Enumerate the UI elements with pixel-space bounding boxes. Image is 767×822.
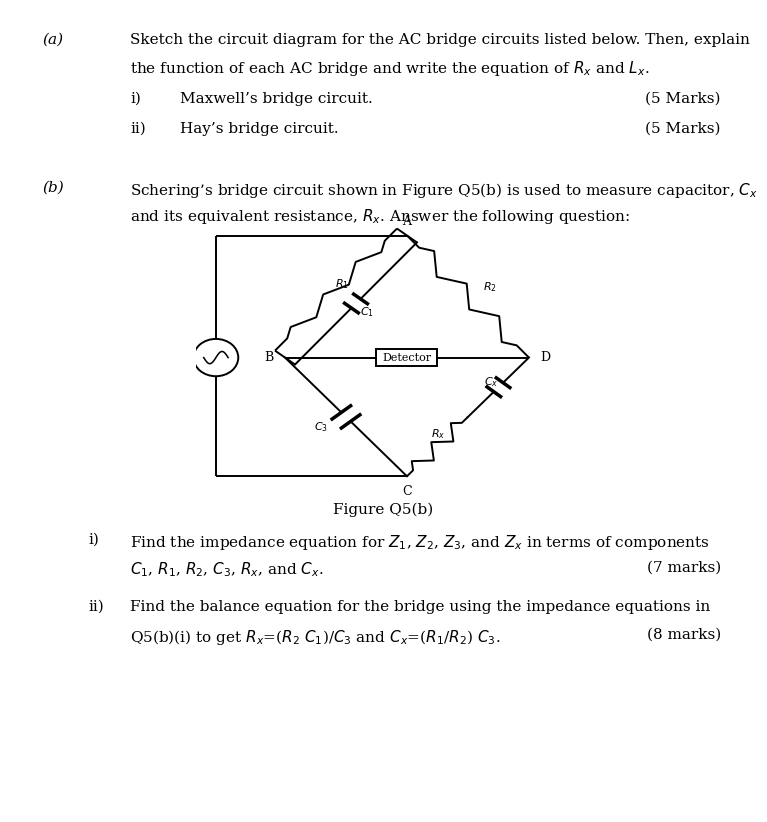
Text: (5 Marks): (5 Marks) [646,92,721,106]
Text: Maxwell’s bridge circuit.: Maxwell’s bridge circuit. [180,92,373,106]
Text: (5 Marks): (5 Marks) [646,122,721,136]
Text: $C_1$: $C_1$ [360,305,374,319]
Text: $R_1$: $R_1$ [335,277,349,291]
Text: D: D [540,351,551,364]
Text: $C_1$, $R_1$, $R_2$, $C_3$, $R_x$, and $C_x$.: $C_1$, $R_1$, $R_2$, $C_3$, $R_x$, and $… [130,561,324,580]
Text: (7 marks): (7 marks) [647,561,721,575]
Text: B: B [265,351,274,364]
Text: ii): ii) [88,600,104,614]
Text: i): i) [88,533,99,547]
Text: (a): (a) [42,33,64,47]
Text: A: A [403,215,411,228]
Text: $C_x$: $C_x$ [485,375,499,389]
Text: Sketch the circuit diagram for the AC bridge circuits listed below. Then, explai: Sketch the circuit diagram for the AC br… [130,33,750,47]
Text: Detector: Detector [383,353,432,363]
Text: $C_3$: $C_3$ [314,420,328,434]
Text: $R_2$: $R_2$ [483,280,497,294]
Text: and its equivalent resistance, $R_x$. Answer the following question:: and its equivalent resistance, $R_x$. An… [130,207,630,226]
Text: (8 marks): (8 marks) [647,628,721,642]
Text: Find the impedance equation for $Z_1$, $Z_2$, $Z_3$, and $Z_x$ in terms of compo: Find the impedance equation for $Z_1$, $… [130,533,710,552]
Text: $R_x$: $R_x$ [431,427,445,441]
Text: the function of each AC bridge and write the equation of $R_x$ and $L_x$.: the function of each AC bridge and write… [130,59,650,78]
Text: Schering’s bridge circuit shown in Figure Q5(b) is used to measure capacitor, $C: Schering’s bridge circuit shown in Figur… [130,181,759,200]
Text: Find the balance equation for the bridge using the impedance equations in: Find the balance equation for the bridge… [130,600,711,614]
Text: Hay’s bridge circuit.: Hay’s bridge circuit. [180,122,339,136]
Bar [377,349,437,366]
Text: ii): ii) [130,122,146,136]
Text: (b): (b) [42,181,64,195]
Text: Q5(b)(i) to get $R_x$=($R_2$ $C_1$)/$C_3$ and $C_x$=($R_1$/$R_2$) $C_3$.: Q5(b)(i) to get $R_x$=($R_2$ $C_1$)/$C_3… [130,628,501,647]
Text: Figure Q5(b): Figure Q5(b) [334,503,433,518]
Text: C: C [402,485,412,498]
Text: i): i) [130,92,141,106]
